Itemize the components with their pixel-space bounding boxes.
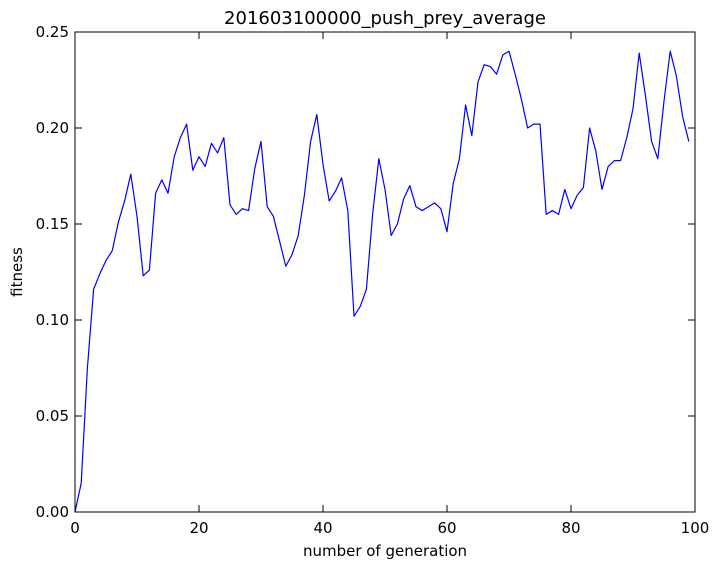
plot-frame [74,31,696,513]
y-tick-label: 0.25 [36,23,69,41]
x-tick-label: 60 [437,519,456,537]
y-tick-label: 0.20 [36,119,69,137]
tick-labels: 0 20 40 60 80 100 0.00 0.05 0.10 0.15 0.20 0.25 [36,23,710,537]
x-tick-label: 80 [561,519,580,537]
x-tick-label: 0 [70,519,80,537]
fitness-series-line [74,50,690,513]
x-tick-label: 40 [313,519,332,537]
x-tick-label: 100 [681,519,710,537]
y-axis-label: fitness [8,247,26,297]
y-tick-label: 0.00 [36,503,69,521]
y-tick-label: 0.05 [36,407,69,425]
y-tick-label: 0.10 [36,311,69,329]
chart-title: 201603100000_push_prey_average [224,8,546,29]
y-tick-label: 0.15 [36,215,69,233]
x-axis-label: number of generation [303,542,467,560]
x-tick-label: 20 [189,519,208,537]
